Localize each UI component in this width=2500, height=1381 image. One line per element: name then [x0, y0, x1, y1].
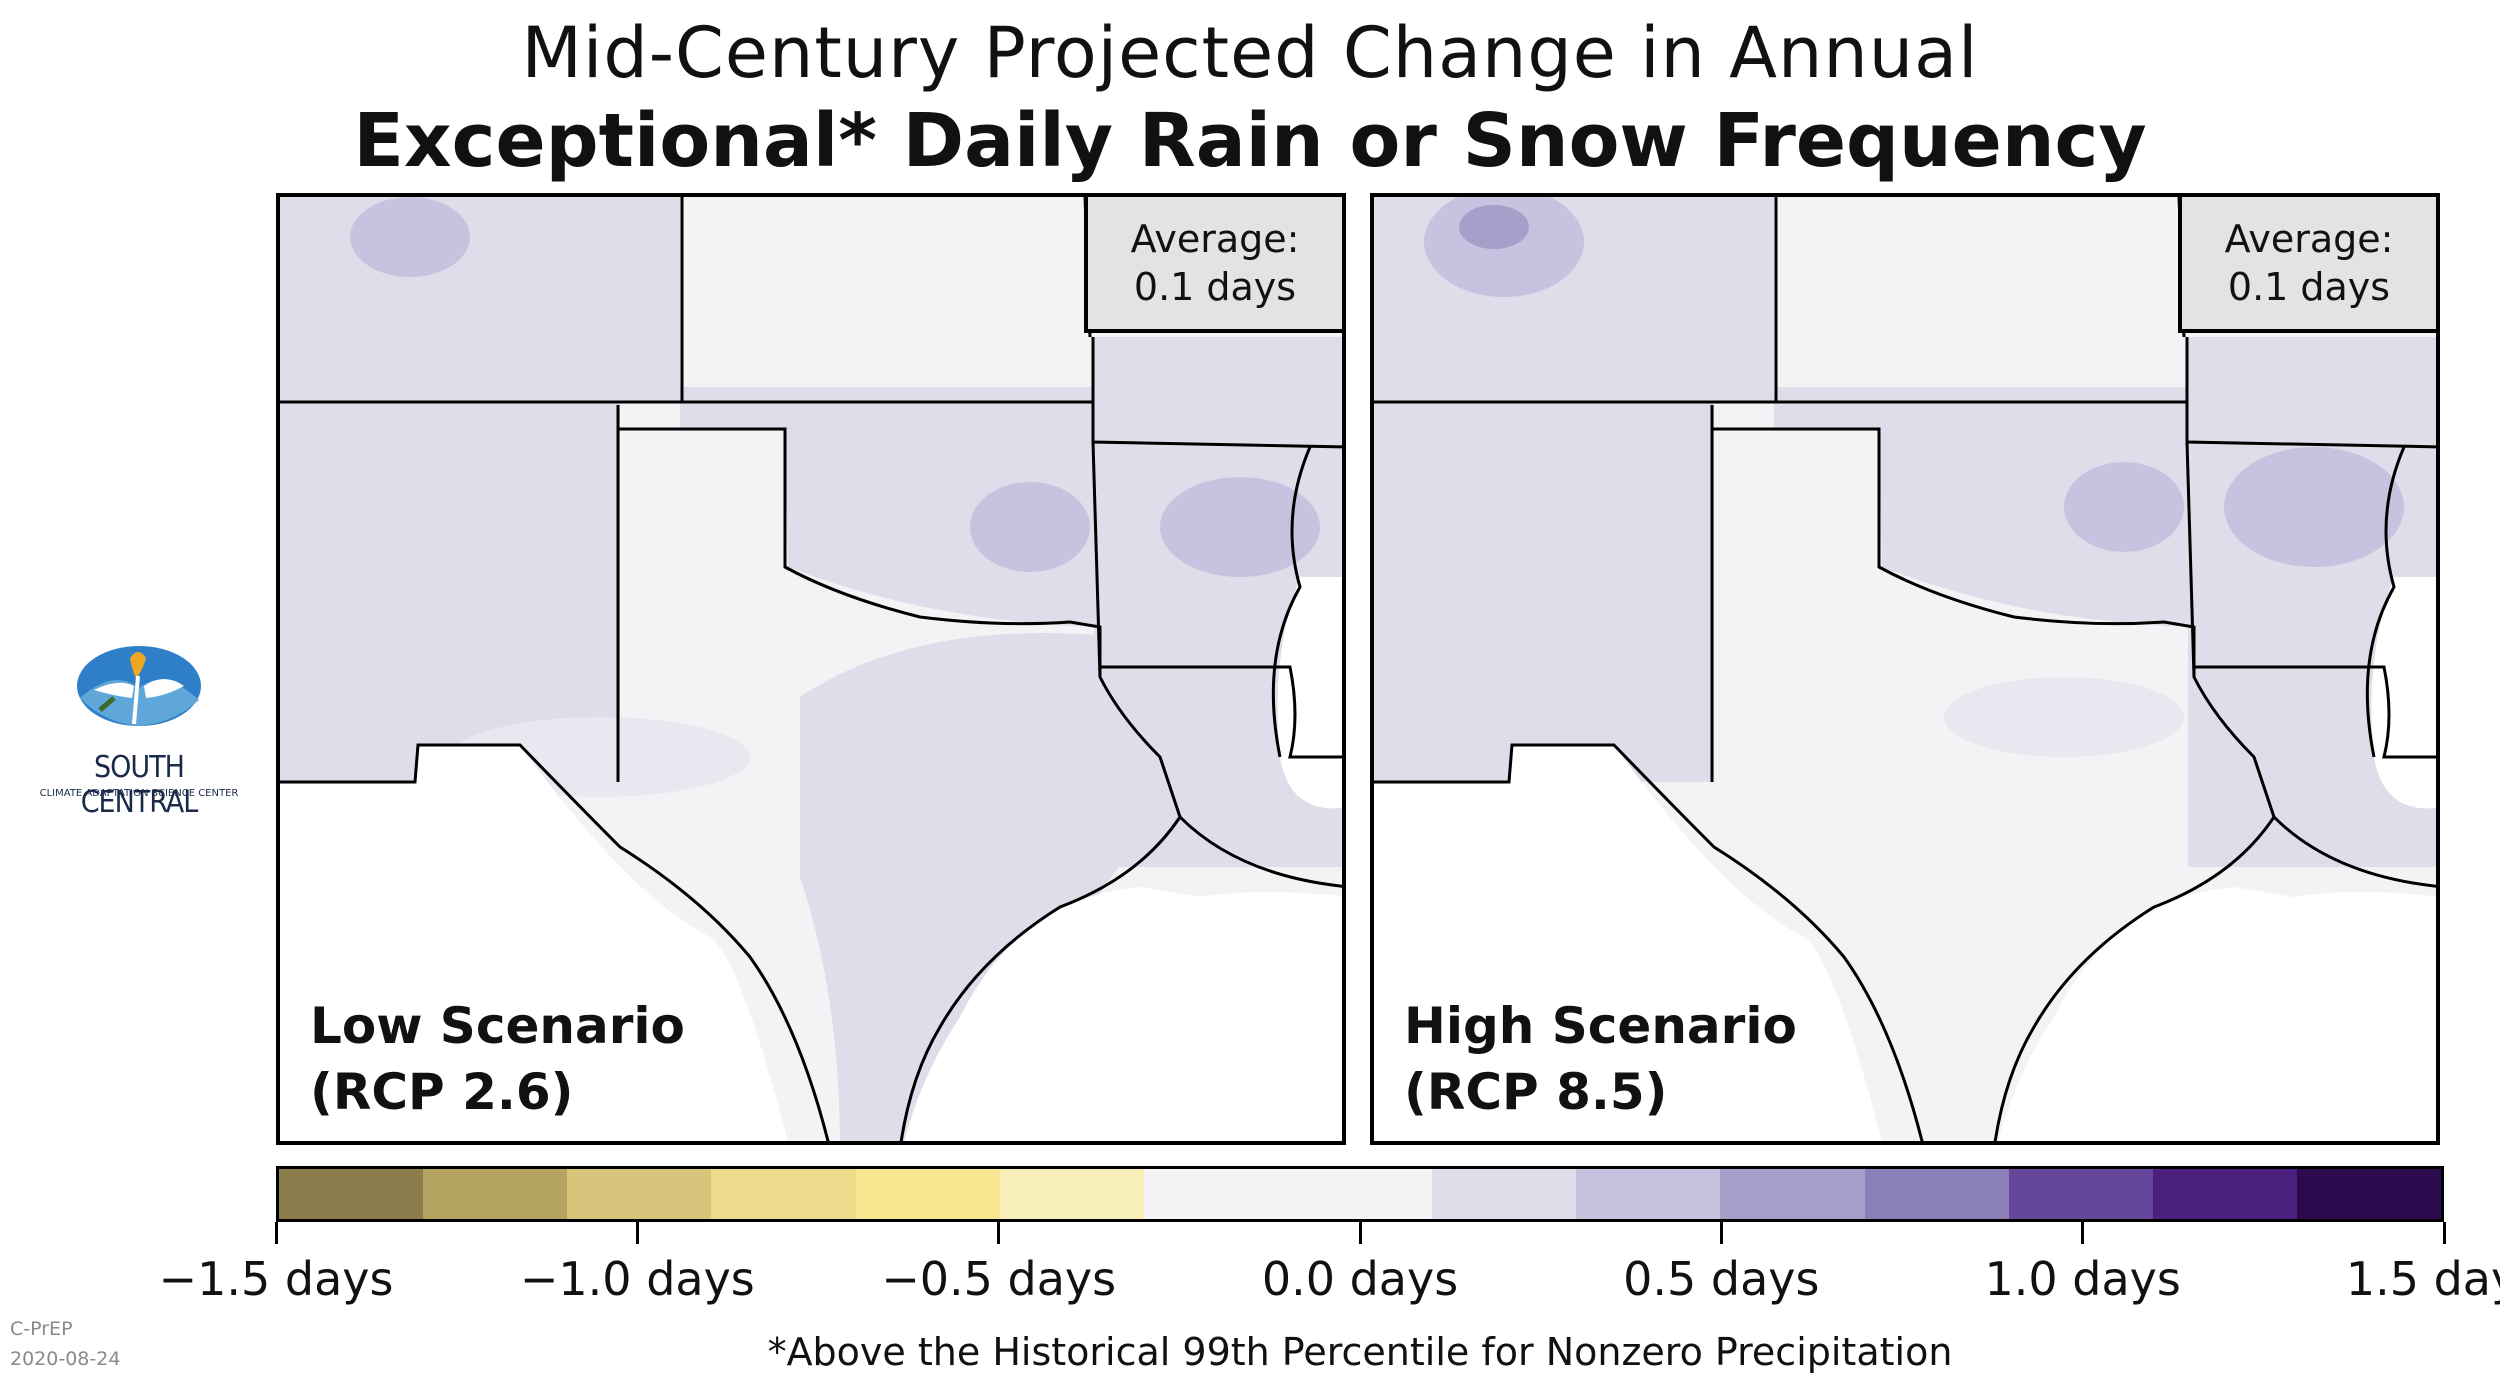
- chart-title-line1: Mid-Century Projected Change in Annual: [521, 12, 1979, 94]
- colorbar-segment: [1143, 1169, 1288, 1219]
- colorbar-segment: [1864, 1169, 2009, 1219]
- gulf-of-mexico: [1998, 887, 2436, 1141]
- colorbar: [276, 1166, 2444, 1222]
- colorbar-tick: [1358, 1222, 1362, 1244]
- average-box-high: Average: 0.1 days: [2178, 197, 2436, 333]
- colorbar-segment: [567, 1169, 712, 1219]
- logo-text-south-central: SOUTH CENTRAL: [80, 750, 199, 820]
- hotspot-colorado: [350, 197, 470, 277]
- colorbar-segment: [711, 1169, 856, 1219]
- colorbar-segment: [999, 1169, 1144, 1219]
- colorbar-tick-label: 1.0 days: [1984, 1252, 2181, 1306]
- map-panel-low-scenario: Average: 0.1 days Low Scenario (RCP 2.6): [276, 193, 1346, 1145]
- map-high: [1374, 197, 2436, 1141]
- colorbar-segment: [1720, 1169, 1865, 1219]
- colorbar-tick: [1719, 1222, 1723, 1244]
- mexico-white: [1374, 745, 1882, 1141]
- hotspot-oklahoma: [970, 482, 1090, 572]
- colorbar-segment: [279, 1169, 424, 1219]
- average-value: 0.1 days: [2227, 265, 2391, 309]
- scenario-label-low: Low Scenario (RCP 2.6): [310, 993, 685, 1125]
- hotspot-arkansas: [1160, 477, 1320, 577]
- logo-text-casc: CLIMATE ADAPTATION SCIENCE CENTER: [39, 788, 239, 799]
- colorbar-tick-label: 0.0 days: [1261, 1252, 1459, 1306]
- scenario-name: Low Scenario: [310, 997, 685, 1055]
- colorbar-segment: [855, 1169, 1000, 1219]
- colorbar-segment: [1576, 1169, 1721, 1219]
- average-box-low: Average: 0.1 days: [1084, 197, 1342, 333]
- colorbar-tick: [274, 1222, 278, 1244]
- colorbar-segment: [2008, 1169, 2153, 1219]
- region-east-texas: [800, 633, 1140, 1141]
- scenario-name: High Scenario: [1404, 997, 1797, 1055]
- colorbar-segment: [1287, 1169, 1433, 1219]
- scenario-rcp: (RCP 8.5): [1404, 1063, 1668, 1121]
- credit-date: 2020-08-24: [10, 1348, 121, 1370]
- average-value: 0.1 days: [1133, 265, 1297, 309]
- credit-org: C-PrEP: [10, 1318, 73, 1340]
- average-label: Average:: [1130, 217, 1300, 261]
- mississippi-white: [1277, 577, 1342, 809]
- region-central-texas: [1944, 677, 2184, 757]
- south-central-casc-logo: [77, 646, 201, 726]
- average-label: Average:: [2224, 217, 2394, 261]
- hotspot-colorado-strong: [1459, 205, 1529, 249]
- map-low: [280, 197, 1342, 1141]
- colorbar-segment: [2296, 1169, 2442, 1219]
- colorbar-segment: [423, 1169, 568, 1219]
- hotspot-arkansas: [2224, 447, 2404, 567]
- chart-title-line2: Exceptional* Daily Rain or Snow Frequenc…: [353, 98, 2147, 184]
- colorbar-tick-label: 0.5 days: [1623, 1252, 1820, 1306]
- colorbar-tick-label: 1.5 days: [2345, 1252, 2500, 1306]
- scenario-rcp: (RCP 2.6): [310, 1063, 574, 1121]
- colorbar-tick-label: −1.5 days: [158, 1252, 394, 1306]
- colorbar-tick: [635, 1222, 639, 1244]
- region-new-mexico: [1374, 402, 1714, 782]
- mississippi-white: [2371, 577, 2436, 809]
- colorbar-tick: [2081, 1222, 2085, 1244]
- colorbar-tick-label: −0.5 days: [881, 1252, 1117, 1306]
- region-colorado: [280, 197, 680, 402]
- hotspot-oklahoma: [2064, 462, 2184, 552]
- footnote: *Above the Historical 99th Percentile fo…: [767, 1330, 1953, 1374]
- gulf-of-mexico: [904, 887, 1342, 1141]
- colorbar-tick: [2442, 1222, 2446, 1244]
- colorbar-tick: [997, 1222, 1001, 1244]
- map-panel-high-scenario: Average: 0.1 days High Scenario (RCP 8.5…: [1370, 193, 2440, 1145]
- scenario-label-high: High Scenario (RCP 8.5): [1404, 993, 1797, 1125]
- colorbar-segment: [1432, 1169, 1577, 1219]
- colorbar-tick-label: −1.0 days: [519, 1252, 755, 1306]
- region-oklahoma: [618, 387, 1100, 627]
- region-oklahoma: [1712, 387, 2194, 627]
- colorbar-segment: [2152, 1169, 2297, 1219]
- mexico-white: [280, 745, 788, 1141]
